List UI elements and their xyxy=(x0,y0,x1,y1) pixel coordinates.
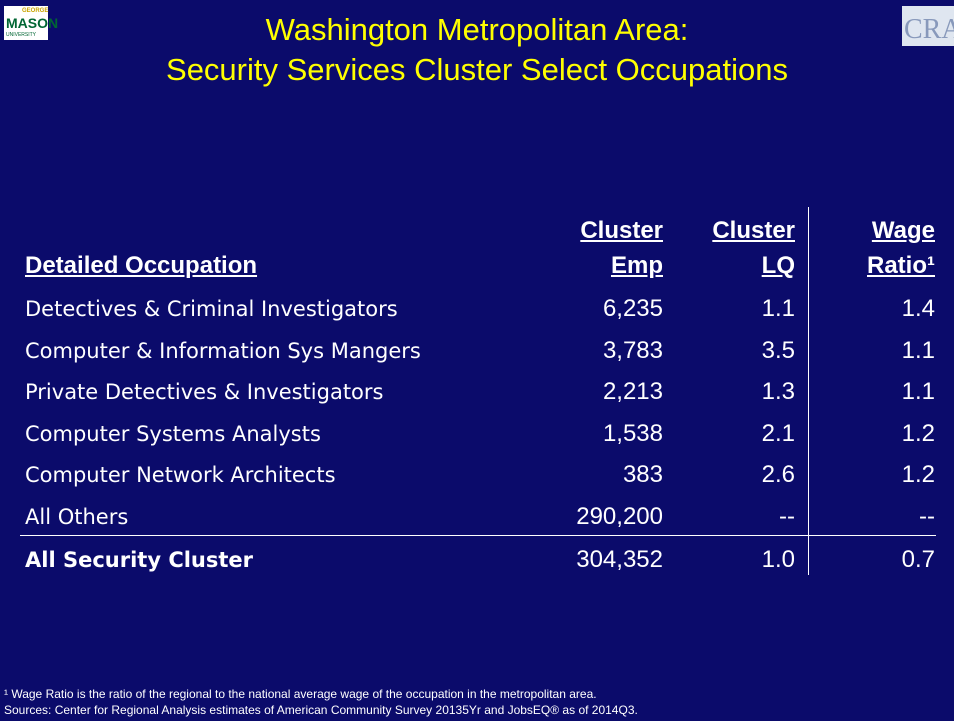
cell-value: 1.3 xyxy=(761,378,795,405)
total-divider xyxy=(20,535,936,536)
title-line: Security Services Cluster Select Occupat… xyxy=(166,52,788,87)
cell-value: -- xyxy=(779,502,795,530)
occupation: Computer & Information Sys Mangers xyxy=(25,338,421,363)
footnote: Sources: Center for Regional Analysis es… xyxy=(4,703,638,717)
occupation: Computer Systems Analysts xyxy=(25,421,321,446)
logo-text: MASON xyxy=(6,15,59,31)
occupation: All Security Cluster xyxy=(25,548,254,572)
cell-value: 2,213 xyxy=(602,378,663,405)
logo-left: GEORGE MASON UNIVERSITY xyxy=(4,6,58,40)
cell-value: -- xyxy=(919,502,935,530)
column-header: Emp xyxy=(610,252,663,279)
column-header: Detailed Occupation xyxy=(25,252,258,279)
cell-value: 2.1 xyxy=(761,419,795,447)
logo-text: GEORGE xyxy=(22,8,49,14)
cell-value: 290,200 xyxy=(576,502,663,530)
cell-value: 1.1 xyxy=(761,295,795,322)
cell-value: 1.4 xyxy=(901,295,935,322)
column-header: Wage xyxy=(871,217,935,244)
cell-value: 1.0 xyxy=(761,546,795,573)
cell-value: 0.7 xyxy=(901,546,935,573)
footnote: ¹ Wage Ratio is the ratio of the regiona… xyxy=(4,687,597,701)
cell-value: 1.1 xyxy=(901,378,935,405)
column-header: Cluster xyxy=(580,217,663,244)
cell-value: 2.6 xyxy=(761,461,795,488)
occupation: All Others xyxy=(25,504,129,529)
cell-value: 1.2 xyxy=(901,461,935,488)
column-header: Cluster xyxy=(712,217,795,244)
column-divider xyxy=(808,207,809,575)
title-line: Washington Metropolitan Area: xyxy=(265,12,689,47)
cell-value: 1.2 xyxy=(901,419,935,447)
logo-right: CRA xyxy=(902,6,954,46)
logo-text: UNIVERSITY xyxy=(6,32,37,38)
occupation: Private Detectives & Investigators xyxy=(25,380,384,404)
column-header: LQ xyxy=(761,252,795,279)
cell-value: 1.1 xyxy=(901,336,935,364)
cell-value: 1,538 xyxy=(602,419,663,447)
cell-value: 3.5 xyxy=(761,336,795,364)
occupation: Detectives & Criminal Investigators xyxy=(25,297,398,321)
cell-value: 304,352 xyxy=(576,546,663,573)
cell-value: 383 xyxy=(622,461,663,488)
cell-value: 6,235 xyxy=(602,295,663,322)
occupation: Computer Network Architects xyxy=(25,463,336,487)
column-header: Ratio¹ xyxy=(867,252,935,279)
cell-value: 3,783 xyxy=(602,336,663,364)
logo-text: CRA xyxy=(904,14,954,45)
